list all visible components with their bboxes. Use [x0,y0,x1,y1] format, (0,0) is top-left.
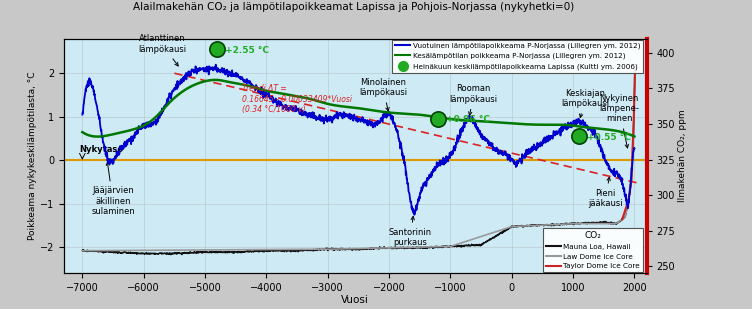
Text: +0.96 °C: +0.96 °C [445,115,490,124]
Text: Minolainen
lämpökausi: Minolainen lämpökausi [359,78,407,111]
Text: Alailmakehän CO₂ ja lämpötilapoikkeamat Lapissa ja Pohjois-Norjassa (nykyhetki=0: Alailmakehän CO₂ ja lämpötilapoikkeamat … [133,2,574,11]
Legend: Mauna Loa, Hawaii, Law Dome Ice Core, Taylor Dome Ice Core: Mauna Loa, Hawaii, Law Dome Ice Core, Ta… [543,228,643,272]
Text: Rooman
lämpökausi: Rooman lämpökausi [450,84,498,115]
Text: Pieni
jääkausi: Pieni jääkausi [588,177,623,208]
Text: Nykytaso: Nykytaso [79,145,123,154]
Text: Trendi ΔT =
0.16645 - 0.00033409*Vuosi
(0.34 °C/1000 v): Trendi ΔT = 0.16645 - 0.00033409*Vuosi (… [242,84,352,114]
Text: Jääjärvien
äkillinen
sulaminen: Jääjärvien äkillinen sulaminen [91,162,135,216]
Text: Atlanttinen
lämpökausi: Atlanttinen lämpökausi [138,34,186,66]
Text: +0.55 °C: +0.55 °C [587,133,630,142]
Text: Nykyinen
lämpene-
minen: Nykyinen lämpene- minen [599,94,639,148]
X-axis label: Vuosi: Vuosi [341,294,369,305]
Text: Keskiajan
lämpökausi: Keskiajan lämpökausi [561,89,609,117]
Y-axis label: Ilmakehän CO₂, ppm: Ilmakehän CO₂, ppm [678,110,687,202]
Text: +2.55 °C: +2.55 °C [225,46,268,55]
Text: Santorinin
purkaus: Santorinin purkaus [389,216,432,247]
Y-axis label: Poikkeama nykykeskilämpötilasta, °C: Poikkeama nykykeskilämpötilasta, °C [28,72,37,240]
